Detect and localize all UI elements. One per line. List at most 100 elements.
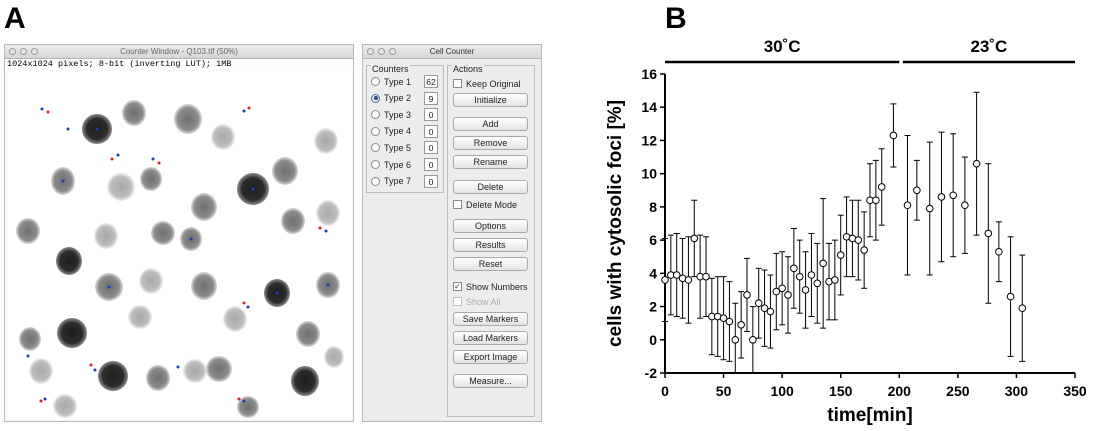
data-point (661, 276, 669, 284)
results-button[interactable]: Results (453, 238, 528, 252)
y-tick-label: 10 (641, 166, 657, 182)
rename-button[interactable]: Rename (453, 155, 528, 169)
counters-group-title: Counters (371, 64, 410, 74)
data-point (872, 196, 880, 205)
x-axis-title: time[min] (827, 405, 913, 426)
counter-radio[interactable] (371, 176, 380, 186)
zoom-window-button[interactable] (389, 48, 396, 55)
counter-row-type-7[interactable]: Type 7 0 (371, 174, 438, 189)
data-point (961, 201, 969, 210)
checkbox-box[interactable] (453, 297, 462, 306)
data-point (766, 307, 775, 316)
keep-original-checkbox[interactable]: Keep Original (453, 77, 521, 90)
micrograph-image (8, 71, 352, 419)
temperature-label: 23˚C (970, 37, 1007, 56)
counter-radio[interactable] (371, 126, 380, 136)
y-tick-label: 12 (641, 132, 657, 148)
data-point (743, 291, 751, 299)
cell-counter-window: Cell Counter Counters Type 1 62 Type 2 9 Typ… (362, 44, 542, 422)
keep-original-label: Keep Original (466, 78, 521, 89)
data-point (860, 246, 868, 254)
counter-radio[interactable] (371, 77, 380, 86)
minimize-window-button[interactable] (20, 48, 27, 55)
data-point (719, 314, 728, 322)
counter-row-type-2[interactable]: Type 2 9 (371, 91, 438, 106)
y-tick-label: 4 (649, 265, 657, 281)
counter-label: Type 4 (384, 126, 412, 137)
y-tick-label: 0 (649, 332, 657, 348)
x-tick-label: 200 (888, 383, 912, 399)
reset-button[interactable]: Reset (453, 257, 528, 271)
data-point (813, 279, 822, 288)
show-numbers-checkbox[interactable]: ✓ Show Numbers (453, 280, 528, 293)
data-point (949, 191, 957, 200)
actions-group-title: Actions (452, 64, 484, 74)
export-image-button[interactable]: Export Image (453, 350, 528, 364)
counter-label: Type 2 (384, 93, 412, 104)
data-point (760, 304, 769, 313)
checkbox-box[interactable] (453, 200, 462, 209)
counter-radio[interactable] (371, 93, 380, 103)
data-point (790, 264, 798, 273)
close-window-button[interactable] (367, 48, 374, 55)
cell-counter-titlebar[interactable]: Cell Counter (363, 45, 541, 59)
temperature-label: 30˚C (764, 37, 801, 56)
y-axis-title: cells with cytosolic foci [%] (605, 100, 626, 347)
remove-button[interactable]: Remove (453, 136, 528, 150)
delete-mode-label: Delete Mode (466, 199, 518, 210)
counter-radio[interactable] (371, 143, 380, 153)
counter-window-titlebar[interactable]: Counter Window - Q103.tif (50%) (5, 45, 353, 59)
counter-window: Counter Window - Q103.tif (50%) 1024x102… (4, 44, 354, 422)
delete-button[interactable]: Delete (453, 180, 528, 194)
counter-radio[interactable] (371, 160, 380, 169)
counter-radio[interactable] (371, 110, 380, 120)
measure-button[interactable]: Measure... (453, 374, 528, 388)
counter-label: Type 3 (384, 109, 412, 120)
data-point (801, 286, 810, 294)
data-point (889, 131, 898, 140)
image-info: 1024x1024 pixels; 8-bit (inverting LUT);… (5, 59, 353, 70)
data-point (831, 276, 839, 284)
close-window-button[interactable] (9, 48, 16, 55)
counter-row-type-6[interactable]: Type 6 0 (371, 157, 438, 172)
zoom-window-button[interactable] (31, 48, 38, 55)
add-button[interactable]: Add (453, 117, 528, 131)
load-markers-button[interactable]: Load Markers (453, 331, 528, 345)
counter-row-type-1[interactable]: Type 1 62 (371, 74, 438, 89)
checkbox-box-checked[interactable]: ✓ (453, 282, 462, 291)
y-tick-label: 8 (649, 199, 657, 215)
data-point (854, 236, 863, 244)
actions-group: Actions Keep Original Initialize Add Rem… (447, 65, 535, 417)
data-point (672, 271, 681, 279)
counter-count: 62 (424, 75, 438, 88)
options-button[interactable]: Options (453, 219, 528, 233)
delete-mode-checkbox[interactable]: Delete Mode (453, 198, 517, 211)
data-point (1006, 292, 1015, 301)
data-point (795, 272, 804, 281)
micrograph-canvas[interactable] (8, 71, 352, 419)
x-tick-label: 100 (770, 383, 794, 399)
counter-label: Type 7 (384, 176, 412, 187)
y-tick-label: 16 (641, 66, 657, 82)
counter-label: Type 6 (384, 159, 412, 170)
initialize-button[interactable]: Initialize (453, 93, 528, 107)
save-markers-button[interactable]: Save Markers (453, 312, 528, 326)
minimize-window-button[interactable] (378, 48, 385, 55)
counter-row-type-4[interactable]: Type 4 0 (371, 124, 438, 139)
counter-row-type-5[interactable]: Type 5 0 (371, 140, 438, 155)
show-all-label: Show All (466, 296, 501, 307)
counters-group: Counters Type 1 62 Type 2 9 Type 3 0 Type 4 0 Ty… (366, 65, 444, 193)
show-all-checkbox[interactable]: Show All (453, 295, 501, 308)
x-tick-label: 350 (1063, 383, 1087, 399)
x-tick-label: 0 (661, 383, 669, 399)
counter-row-type-3[interactable]: Type 3 0 (371, 107, 438, 122)
counter-count: 0 (424, 141, 438, 155)
counter-markers (26, 106, 330, 403)
data-point (972, 159, 981, 168)
data-point (995, 247, 1003, 256)
data-point (913, 186, 921, 195)
counter-window-title: Counter Window - Q103.tif (50%) (120, 47, 238, 56)
checkbox-box[interactable] (453, 79, 462, 88)
data-point (731, 335, 740, 344)
